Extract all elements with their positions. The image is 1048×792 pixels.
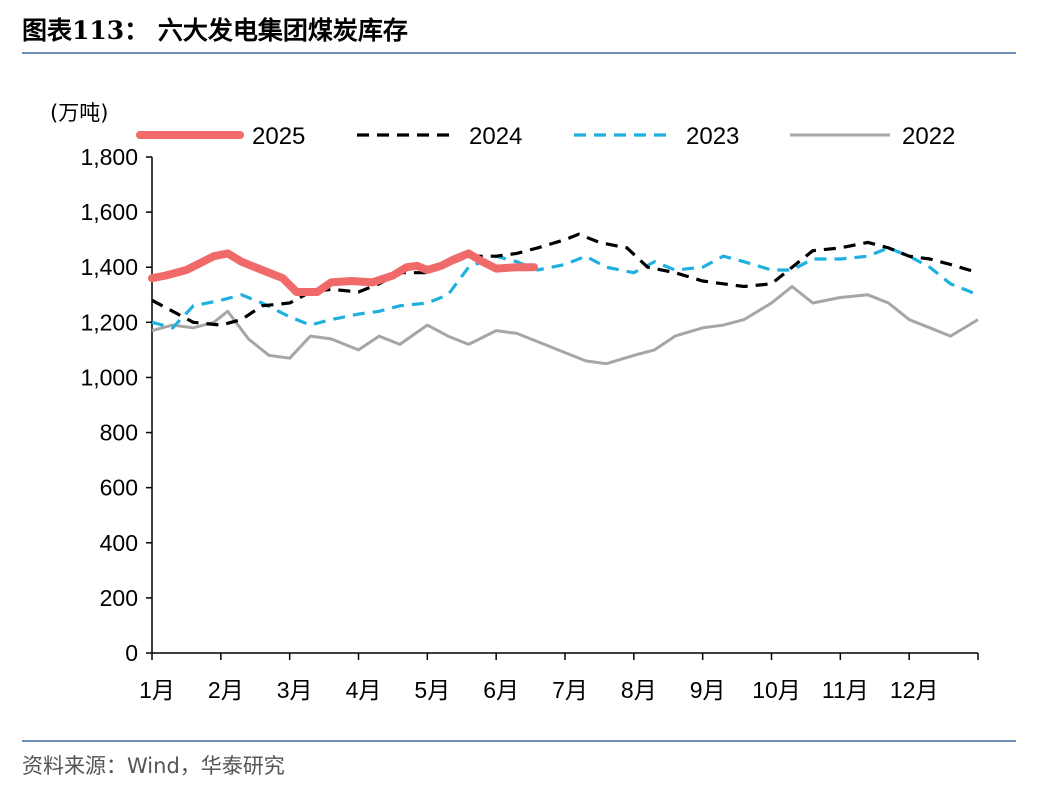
legend-label-2022: 2022 (902, 123, 955, 150)
series-lines (148, 232, 979, 366)
series-line-2022 (151, 285, 979, 366)
x-tick-label: 10月 (752, 677, 801, 703)
y-tick-label: 1,000 (80, 364, 138, 390)
x-tick-label: 12月 (890, 677, 939, 703)
x-tick-label: 2月 (208, 677, 244, 703)
y-tick-label: 1,800 (80, 144, 138, 170)
x-tick-label: 3月 (277, 677, 313, 703)
x-tick-label: 1月 (139, 677, 175, 703)
legend: 2025 2024 2023 2022 (136, 123, 955, 150)
x-tick-label: 7月 (552, 677, 588, 703)
y-tick-label: 0 (125, 640, 138, 666)
x-tick-label: 11月 (822, 677, 869, 703)
legend-label-2025: 2025 (252, 123, 305, 150)
series-line-2023 (151, 246, 979, 330)
y-axis: 0 200 400 600 800 1,000 1,200 1,400 1,600 1,800 (80, 144, 153, 666)
series-line-2024 (151, 232, 979, 327)
series-line-2025 (148, 249, 538, 296)
y-tick-label: 1,400 (80, 254, 138, 280)
y-tick-label: 600 (100, 475, 138, 501)
figure-title: 图表113： 六大发电集团煤炭库存 (22, 16, 408, 45)
title-bar: 图表113： 六大发电集团煤炭库存 (22, 14, 1016, 54)
y-tick-label: 800 (100, 420, 138, 446)
y-axis-unit-label: (万吨) (50, 101, 108, 125)
x-tick-label: 9月 (690, 677, 726, 703)
x-tick-label: 5月 (414, 677, 450, 703)
x-tick-label: 8月 (621, 677, 657, 703)
x-axis: 1月 2月 3月 4月 5月 6月 7月 8月 9月 10月 11月 12月 (139, 652, 979, 703)
x-tick-label: 4月 (346, 677, 382, 703)
y-tick-label: 200 (100, 585, 138, 611)
footer-divider (22, 740, 1016, 742)
y-tick-label: 1,200 (80, 309, 138, 335)
y-tick-label: 400 (100, 530, 138, 556)
legend-label-2023: 2023 (686, 123, 739, 150)
source-note: 资料来源：Wind，华泰研究 (22, 754, 285, 778)
x-tick-label: 6月 (483, 677, 519, 703)
y-tick-label: 1,600 (80, 199, 138, 225)
legend-label-2024: 2024 (469, 123, 522, 150)
